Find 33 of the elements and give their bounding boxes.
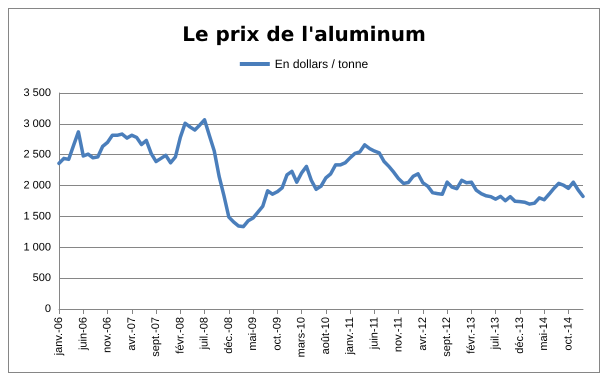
x-tick-label: janv.-06 [53, 317, 65, 356]
x-tick-label: avr.-07 [126, 317, 138, 351]
x-tick-label: janv.-11 [344, 317, 356, 356]
x-tick-label: oct.-09 [271, 317, 284, 351]
x-tick-label: juin-11 [368, 317, 380, 350]
x-tick-label: déc.-08 [222, 317, 235, 354]
y-tick-label: 0 [44, 303, 51, 315]
x-tick-label: nov.-11 [392, 317, 405, 352]
x-tick-label: déc.-13 [514, 317, 526, 354]
y-tick-label: 3 500 [23, 87, 51, 99]
y-tick-label: 2 000 [23, 180, 51, 192]
x-tick-label: juil.-13 [490, 317, 502, 350]
y-tick-label: 3 000 [23, 118, 51, 130]
x-tick-label: oct.-14 [562, 317, 574, 351]
x-tick-label: mai-14 [538, 317, 550, 351]
y-tick-label: 2 500 [23, 148, 51, 161]
x-tick-label: févr.-13 [465, 317, 478, 354]
x-tick-label: nov.-06 [102, 317, 114, 353]
x-tick-label: févr.-08 [174, 317, 186, 354]
chart-title: Le prix de l'aluminum [182, 22, 426, 46]
x-tick-label: mai-09 [247, 317, 260, 351]
x-tick-label: sept.-12 [441, 317, 454, 357]
x-tick-label: sept.-07 [150, 317, 162, 357]
y-tick-label: 500 [32, 272, 51, 284]
x-tick-label: juin-06 [77, 317, 90, 352]
y-tick-label: 1 000 [23, 241, 51, 254]
x-tick-label: juil.-08 [198, 317, 211, 350]
x-tick-label: août-10 [320, 317, 332, 354]
x-tick-label: avr.-12 [416, 317, 429, 351]
legend-label: En dollars / tonne [274, 57, 369, 71]
line-series [57, 118, 585, 228]
x-tick-label: mars-10 [296, 317, 308, 358]
y-tick-label: 1 500 [23, 210, 51, 222]
